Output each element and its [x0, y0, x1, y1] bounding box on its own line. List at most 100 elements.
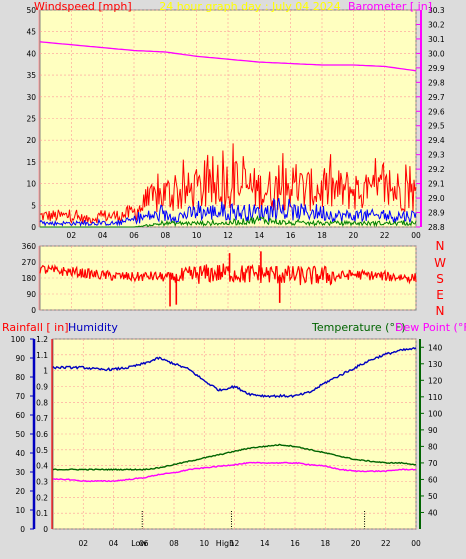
- wind-y-tick-label: 45: [26, 28, 36, 37]
- humidity-tick-label: 70: [15, 392, 25, 401]
- rainfall-tick-label: 0.1: [36, 509, 48, 518]
- humidity-tick-label: 30: [15, 468, 25, 477]
- direction-label-n-top: N: [436, 239, 445, 253]
- temperature-tick-label: 140: [428, 343, 443, 352]
- rainfall-tick-label: 0.8: [36, 398, 48, 407]
- wind-y-tick-label: 5: [31, 201, 36, 210]
- temperature-tick-label: 120: [428, 376, 443, 385]
- wind-y-tick-label: 25: [26, 115, 36, 124]
- high-marker-label: High: [216, 539, 234, 548]
- barometer-tick-label: 29.8: [428, 78, 445, 87]
- low-marker-label: Low: [131, 539, 147, 548]
- rainfall-tick-label: 0.5: [36, 446, 48, 455]
- barometer-tick-label: 28.8: [428, 223, 445, 232]
- direction-y-tick-label: 270: [22, 258, 37, 267]
- direction-label-s: S: [436, 272, 444, 286]
- wind-x-tick-label: 12: [223, 231, 233, 240]
- barometer-tick-label: 30.3: [428, 6, 445, 15]
- barometer-tick-label: 29.3: [428, 151, 445, 160]
- wind-direction-line: [39, 263, 417, 286]
- wind-x-tick-label: 16: [286, 231, 296, 240]
- wind-y-tick-label: 40: [26, 49, 36, 58]
- temperature-tick-label: 40: [428, 508, 438, 517]
- barometer-tick-label: 29.6: [428, 107, 445, 116]
- windspeed-title: Windspeed [mph]: [34, 0, 132, 13]
- temperature-line: [52, 443, 417, 471]
- wind-x-tick-label: 08: [161, 231, 171, 240]
- humidity-tick-label: 10: [15, 506, 25, 515]
- wind-x-tick-label: 02: [67, 231, 77, 240]
- rainfall-tick-label: 0.4: [36, 462, 48, 471]
- wind-x-tick-label: 22: [380, 231, 390, 240]
- temperature-tick-label: 90: [428, 426, 438, 435]
- wind-x-tick-label: 14: [255, 231, 265, 240]
- wind-y-tick-label: 0: [31, 223, 36, 232]
- humidity-tick-label: 80: [15, 373, 25, 382]
- humidity-tick-label: 90: [15, 354, 25, 363]
- humidity-x-tick-label: 00: [411, 539, 421, 548]
- humidity-line: [52, 346, 417, 399]
- direction-y-tick-label: 0: [31, 306, 36, 315]
- rainfall-tick-label: 0.6: [36, 430, 48, 439]
- wind-y-tick-label: 50: [26, 6, 36, 15]
- humidity-tick-label: 60: [15, 411, 25, 420]
- humidity-grid: [53, 338, 417, 530]
- humidity-x-tick-label: 18: [320, 539, 330, 548]
- rainfall-label: Rainfall [ in]: [2, 321, 69, 334]
- wind-axes: 0 5 10 15 20 25 30 35 40 45 50 28.8 28.9 29.0 29.1 29.2…: [26, 6, 444, 240]
- direction-label-e: E: [436, 288, 444, 302]
- wind-y-tick-label: 30: [26, 93, 36, 102]
- rainfall-tick-label: 0.9: [36, 383, 48, 392]
- wind-x-tick-label: 04: [98, 231, 108, 240]
- barometer-tick-label: 28.9: [428, 209, 445, 218]
- barometer-tick-label: 30.2: [428, 20, 445, 29]
- humidity-x-tick-label: 14: [260, 539, 270, 548]
- direction-label-w: W: [434, 256, 446, 270]
- rainfall-tick-label: 1.2: [36, 335, 48, 344]
- direction-y-tick-label: 360: [22, 242, 37, 251]
- humidity-tick-label: 100: [11, 335, 26, 344]
- humidity-x-tick-label: 04: [109, 539, 119, 548]
- wind-x-tick-label: 20: [349, 231, 359, 240]
- barometer-tick-label: 29.0: [428, 194, 445, 203]
- humidity-x-tick-label: 06: [139, 539, 149, 548]
- humidity-x-tick-label: 10: [199, 539, 209, 548]
- direction-y-tick-label: 90: [26, 290, 36, 299]
- temperature-label: Temperature (°F): [311, 321, 406, 334]
- barometer-tick-label: 29.1: [428, 180, 445, 189]
- wind-y-tick-label: 15: [26, 158, 36, 167]
- temperature-tick-label: 100: [428, 409, 443, 418]
- temperature-tick-label: 60: [428, 475, 438, 484]
- wind-x-tick-label: 18: [317, 231, 327, 240]
- barometer-tick-label: 29.4: [428, 136, 445, 145]
- wind-gust-line: [39, 143, 417, 224]
- wind-y-tick-label: 35: [26, 71, 36, 80]
- rainfall-tick-label: 0.3: [36, 478, 48, 487]
- barometer-line: [39, 41, 417, 72]
- rainfall-tick-label: 0.2: [36, 493, 48, 502]
- humidity-tick-label: 40: [15, 449, 25, 458]
- humidity-x-tick-label: 20: [351, 539, 361, 548]
- wind-y-tick-label: 20: [26, 136, 36, 145]
- graph-date-title: 24 hour graph day : July 04 2024: [159, 0, 341, 13]
- barometer-tick-label: 29.2: [428, 165, 445, 174]
- temperature-tick-label: 80: [428, 442, 438, 451]
- humidity-axes: 0 10 20 30 40 50 60 70 80 90 10 00 0.1 0.2 0.3 0.4 0.5 0.…: [11, 335, 443, 548]
- humidity-x-tick-label: 02: [78, 539, 88, 548]
- humidity-x-tick-label: 12: [230, 539, 240, 548]
- dew-point-line: [53, 461, 417, 483]
- barometer-tick-label: 29.5: [428, 122, 445, 131]
- rainfall-tick-label: 0: [43, 525, 48, 534]
- humidity-data: [52, 346, 417, 529]
- wind-x-tick-label: 06: [129, 231, 139, 240]
- humidity-x-tick-label: 16: [290, 539, 300, 548]
- barometer-title: Barometer [ in]: [348, 0, 432, 13]
- rainfall-tick-label: 1: [43, 367, 48, 376]
- humidity-tick-label: 50: [15, 430, 25, 439]
- wind-x-tick-label: 00: [411, 231, 421, 240]
- humidity-label: Humidity: [68, 321, 118, 334]
- humidity-x-tick-label: 22: [381, 539, 391, 548]
- barometer-tick-label: 29.9: [428, 64, 445, 73]
